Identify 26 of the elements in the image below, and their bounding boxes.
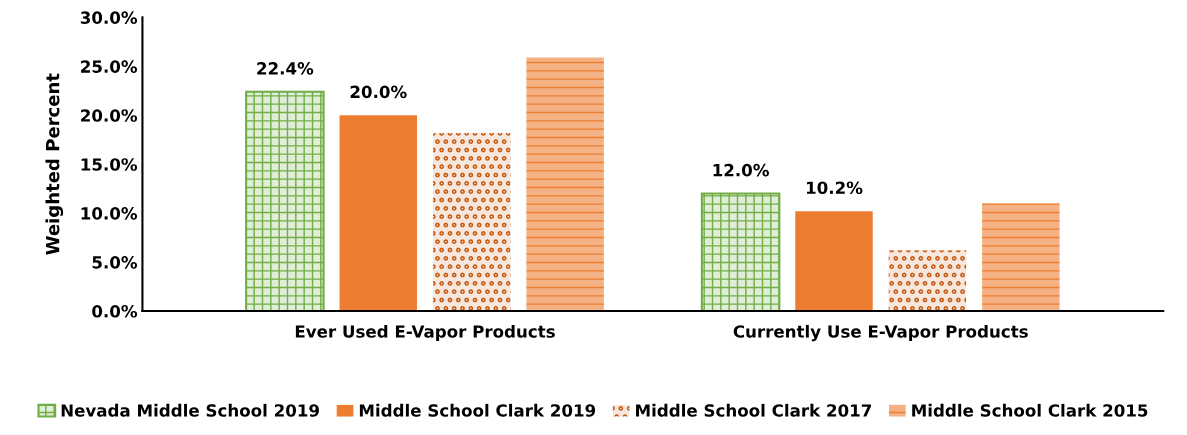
- legend-label: Middle School Clark 2015: [912, 403, 1148, 417]
- bar: [526, 57, 604, 312]
- legend-label: Nevada Middle School 2019: [61, 403, 319, 417]
- data-label: 20.0%: [350, 85, 407, 99]
- bar: [795, 211, 873, 312]
- y-tick-label: 30.0%: [80, 11, 138, 24]
- y-tick-label: 25.0%: [81, 60, 138, 73]
- bar: [982, 203, 1060, 312]
- y-axis-title: Weighted Percent: [45, 73, 64, 255]
- y-tick-label: 20.0%: [81, 109, 138, 122]
- x-tick-label: Currently Use E-Vapor Products: [733, 324, 1028, 342]
- y-tick-label: 0.0%: [92, 304, 138, 318]
- y-tick-label: 5.0%: [92, 256, 138, 269]
- data-label: 10.2%: [806, 181, 863, 195]
- bar: [339, 115, 418, 312]
- bar: [700, 192, 781, 312]
- x-tick-label: Ever Used E-Vapor Products: [295, 324, 555, 342]
- bar: [245, 90, 325, 312]
- data-label: 12.0%: [713, 163, 769, 177]
- y-tick-label: 10.0%: [81, 207, 138, 220]
- y-tick-label: 15.0%: [81, 158, 138, 171]
- bar: [432, 132, 511, 312]
- legend-label: Middle School Clark 2019: [359, 403, 596, 417]
- bar: [888, 250, 967, 312]
- legend-label: Middle School Clark 2017: [636, 403, 872, 417]
- data-label: 22.4%: [257, 62, 314, 75]
